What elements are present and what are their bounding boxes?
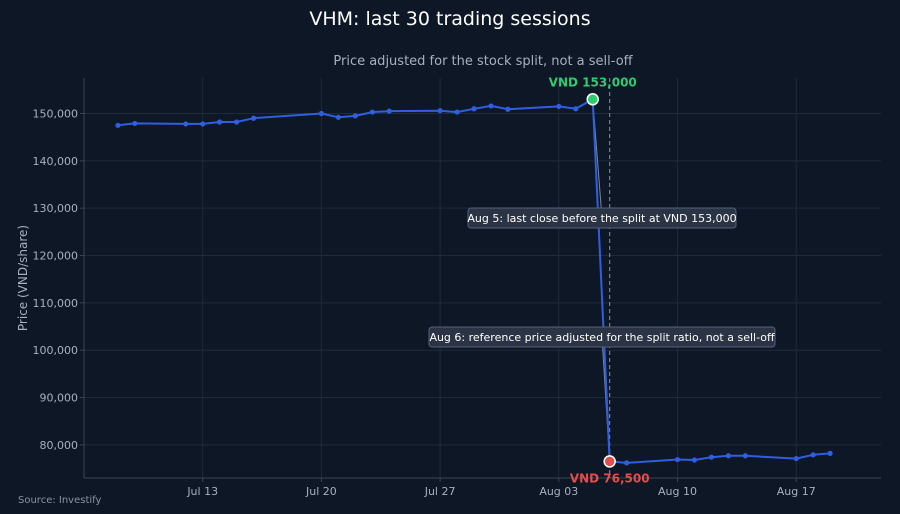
data-point	[573, 106, 579, 112]
data-point	[471, 106, 477, 112]
y-tick-label: 90,000	[40, 392, 79, 405]
data-point	[793, 455, 799, 462]
data-point	[115, 122, 121, 128]
highlight-label: VND 76,500	[570, 471, 650, 485]
x-tick-label: Aug 17	[777, 485, 816, 498]
data-point	[200, 121, 206, 127]
x-tick-label: Jul 27	[424, 485, 456, 498]
data-point	[183, 121, 189, 127]
y-tick-label: 100,000	[33, 344, 79, 357]
data-point	[810, 452, 816, 458]
highlight-marker	[603, 455, 616, 468]
y-tick-label: 120,000	[33, 250, 79, 263]
data-point	[352, 113, 358, 119]
y-tick-label: 150,000	[33, 108, 79, 121]
data-point	[725, 453, 731, 459]
series-points	[115, 96, 833, 466]
data-point	[454, 109, 460, 115]
chart-title: VHM: last 30 trading sessions	[309, 8, 590, 30]
data-point	[318, 110, 325, 117]
annotation-box	[467, 207, 737, 229]
data-point	[488, 103, 494, 109]
grid	[84, 78, 881, 478]
highlights: VND 153,000 VND 76,500	[549, 75, 650, 485]
y-axis: 80,000 90,000 100,000 110,000 120,000 130,000…	[33, 108, 84, 452]
data-point	[217, 119, 223, 125]
annotations: Aug 5: last close before the split at VN…	[428, 207, 776, 348]
series-line-path	[117, 98, 831, 464]
y-tick-label: 140,000	[33, 155, 79, 168]
data-point	[691, 457, 698, 463]
y-tick-label: 130,000	[33, 202, 79, 215]
series-line	[117, 98, 831, 464]
data-point	[624, 460, 630, 466]
y-tick-label: 110,000	[33, 297, 79, 310]
data-point	[437, 108, 443, 114]
data-point	[250, 115, 257, 121]
data-point	[556, 103, 562, 110]
source-note: Source: Investify	[18, 495, 102, 506]
x-tick-label: Jul 20	[305, 485, 337, 498]
data-point	[234, 119, 240, 125]
data-point	[827, 450, 833, 456]
annotation-box	[428, 326, 776, 348]
data-point	[369, 109, 375, 115]
data-point	[674, 456, 681, 463]
x-axis: Jul 13 Jul 20 Jul 27 Aug 03 Aug 10 Aug 17	[186, 478, 816, 498]
x-tick-label: Aug 10	[658, 485, 697, 498]
data-point	[708, 454, 715, 460]
y-axis-label: Price (VND/share)	[16, 225, 30, 331]
annotation-text: Aug 6: reference price adjusted for the …	[429, 331, 775, 344]
data-point	[386, 108, 392, 114]
data-point	[335, 114, 341, 120]
data-point	[505, 106, 511, 112]
x-tick-label: Aug 03	[539, 485, 578, 498]
highlight-label: VND 153,000	[549, 75, 637, 89]
highlight-marker	[586, 93, 599, 106]
y-tick-label: 80,000	[40, 439, 79, 452]
chart-subtitle: Price adjusted for the stock split, not …	[333, 54, 633, 69]
x-tick-label: Jul 13	[186, 485, 218, 498]
data-point	[132, 120, 138, 127]
data-point	[742, 453, 748, 459]
annotation-text: Aug 5: last close before the split at VN…	[467, 212, 736, 225]
